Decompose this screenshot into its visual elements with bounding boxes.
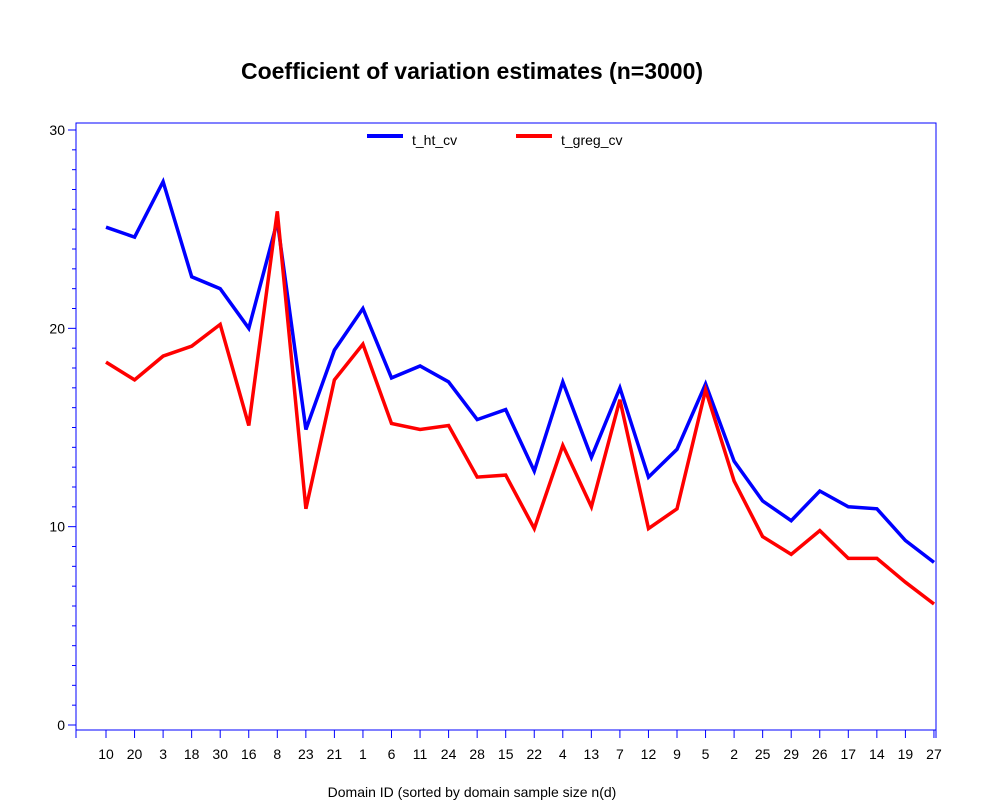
y-tick-label: 0 [57, 717, 65, 733]
x-tick-label: 8 [273, 746, 281, 762]
x-tick-label: 3 [159, 746, 167, 762]
series-line-t_ht_cv [105, 176, 936, 564]
y-tick-label: 30 [49, 122, 65, 138]
x-tick-label: 18 [184, 746, 200, 762]
x-tick-label: 10 [98, 746, 114, 762]
x-tick-label: 22 [526, 746, 542, 762]
x-tick-label: 6 [388, 746, 396, 762]
y-tick-label: 10 [49, 519, 65, 535]
series-layer [105, 176, 936, 606]
x-tick-label: 11 [413, 746, 428, 762]
x-tick-label: 26 [812, 746, 828, 762]
x-tick-label: 28 [469, 746, 485, 762]
x-tick-label: 12 [641, 746, 657, 762]
x-tick-label: 17 [841, 746, 857, 762]
x-tick-label: 27 [926, 746, 942, 762]
y-tick-label: 20 [49, 320, 65, 336]
x-tick-label: 21 [327, 746, 343, 762]
legend-label-t_greg_cv: t_greg_cv [561, 132, 622, 148]
x-tick-label: 29 [783, 746, 799, 762]
x-tick-label: 5 [702, 746, 710, 762]
x-tick-label: 9 [673, 746, 681, 762]
x-axis-title: Domain ID (sorted by domain sample size … [328, 784, 617, 800]
x-tick-label: 7 [616, 746, 624, 762]
series-t_greg_cv [105, 211, 936, 606]
x-tick-label: 14 [869, 746, 885, 762]
y-axis: 0 10 20 30 [49, 122, 76, 733]
x-axis: 10 20 3 18 30 16 8 23 21 1 6 11 24 28 15 22 4 13 7 12 9 5 2 25 2… [75, 730, 942, 762]
x-tick-label: 20 [127, 746, 143, 762]
x-tick-label: 23 [298, 746, 314, 762]
x-tick-label: 4 [559, 746, 567, 762]
x-tick-label: 13 [584, 746, 600, 762]
plot-frame [75, 122, 937, 731]
x-tick-label: 2 [730, 746, 738, 762]
x-tick-label: 19 [898, 746, 914, 762]
legend-label-t_ht_cv: t_ht_cv [412, 132, 457, 148]
x-tick-label: 24 [441, 746, 457, 762]
x-tick-label: 15 [498, 746, 514, 762]
series-line-t_greg_cv [105, 211, 936, 606]
x-tick-label: 30 [212, 746, 228, 762]
x-tick-label: 1 [359, 746, 367, 762]
legend: t_ht_cv t_greg_cv [367, 132, 622, 148]
x-tick-label: 16 [241, 746, 257, 762]
chart-title: Coefficient of variation estimates (n=30… [241, 58, 703, 84]
x-tick-label: 25 [755, 746, 771, 762]
